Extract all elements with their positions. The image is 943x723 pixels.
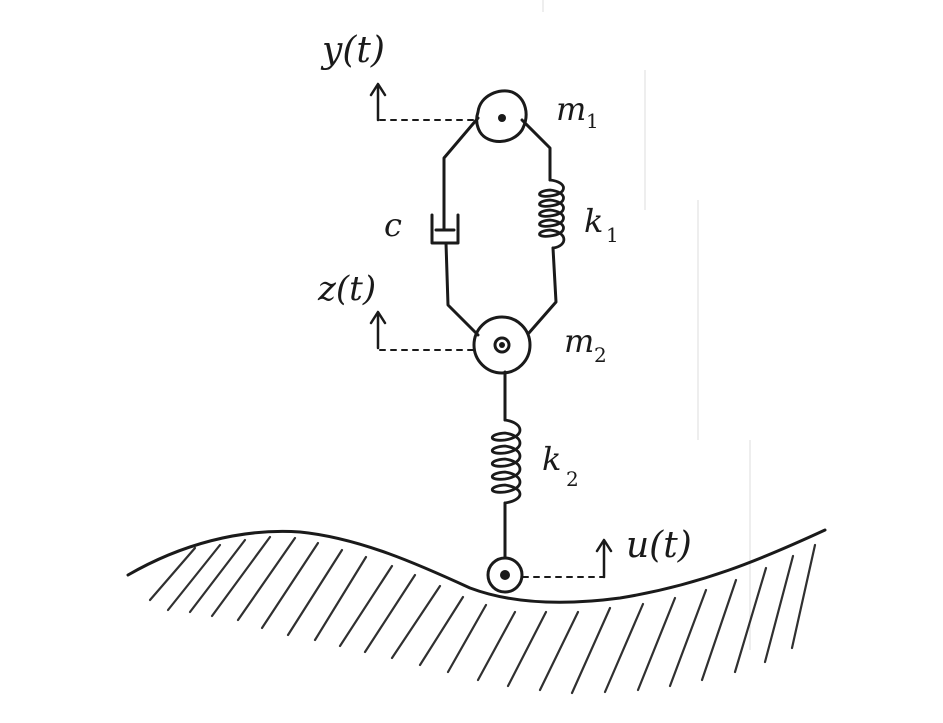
damper-c xyxy=(430,116,480,337)
label-z-displacement: z(t) xyxy=(317,269,376,309)
label-k2: k xyxy=(542,440,561,478)
label-m1-subscript: 1 xyxy=(586,109,599,133)
label-c-damping: c xyxy=(384,206,402,244)
scan-artifacts xyxy=(542,0,751,650)
label-m1: m xyxy=(556,90,586,128)
reference-z xyxy=(369,310,475,351)
reference-y xyxy=(369,82,479,122)
label-y-displacement: y(t) xyxy=(320,30,385,71)
reference-u xyxy=(522,538,613,579)
label-k2-subscript: 2 xyxy=(566,467,579,491)
tire-spring-k2 xyxy=(490,370,522,560)
label-m2-subscript: 2 xyxy=(594,343,607,367)
label-m2: m xyxy=(564,322,594,360)
suspension-spring-k1 xyxy=(520,118,566,336)
label-k1-subscript: 1 xyxy=(606,223,619,247)
ground-hatching xyxy=(148,535,817,695)
label-u-road-input: u(t) xyxy=(626,525,692,566)
label-k1: k xyxy=(584,202,603,240)
tire-contact-point xyxy=(486,556,524,594)
road-surface xyxy=(126,528,827,695)
mass-m2 xyxy=(472,315,532,375)
mass-m1 xyxy=(475,89,528,143)
